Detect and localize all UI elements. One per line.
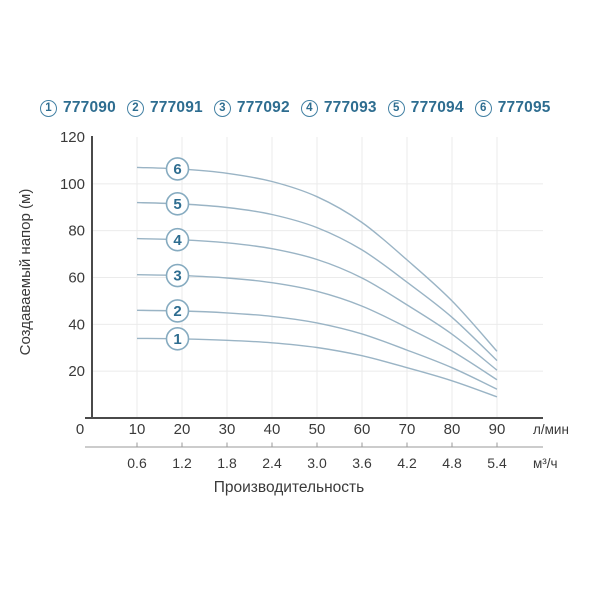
legend-circle-number: 5	[387, 99, 405, 117]
legend-model-label: 777090	[63, 99, 116, 116]
x-tick-label-lmin: 50	[309, 421, 326, 438]
legend-circle-number: 3	[213, 99, 231, 117]
legend-item-777090: 1 777090	[40, 99, 116, 117]
y-tick-label: 40	[68, 316, 85, 333]
x-tick-label-m3h: 5.4	[487, 455, 507, 471]
x-tick-label-m3h: 4.8	[442, 455, 462, 471]
x-tick-label-lmin: 40	[264, 421, 281, 438]
marker-number: 2	[173, 303, 181, 320]
curve-marker-1: 1	[165, 327, 190, 351]
legend: 1 777090 2 777091 3 777092 4 777093 5 777094 6 7770…	[40, 99, 551, 117]
pump-curve-777092	[136, 274, 498, 381]
pump-curve-777094	[136, 201, 498, 362]
y-tick-label: 20	[68, 363, 85, 380]
axes	[85, 136, 543, 419]
marker-number: 1	[173, 331, 181, 348]
marker-number: 3	[173, 268, 181, 285]
legend-model-label: 777092	[236, 99, 290, 116]
tick-labels: 20 40 60 80 100 120 0 10 20 30 40 50 60 70 80 90 0.6 1.2 1…	[60, 129, 507, 471]
secondary-x-axis	[85, 442, 543, 448]
x-axis-unit-primary: л/мин	[533, 422, 569, 437]
pump-curve-777091	[136, 309, 498, 390]
x-tick-label-m3h: 1.8	[217, 455, 237, 471]
legend-item-777094: 5 777094	[387, 99, 464, 117]
pump-curve-777090	[136, 337, 498, 398]
x-tick-label-lmin: 20	[174, 421, 191, 438]
x-tick-label-lmin: 30	[219, 421, 236, 438]
legend-model-label: 777095	[497, 99, 551, 116]
legend-model-label: 777093	[323, 99, 377, 116]
legend-item-777093: 4 777093	[300, 99, 377, 117]
x-tick-label-lmin: 10	[129, 421, 146, 438]
x-tick-label-m3h: 3.6	[352, 455, 372, 471]
x-tick-label-lmin: 0	[76, 421, 84, 438]
x-tick-label-m3h: 4.2	[397, 455, 417, 471]
x-tick-label-m3h: 2.4	[262, 455, 282, 471]
x-tick-label-lmin: 60	[354, 421, 371, 438]
marker-circle	[165, 157, 190, 181]
legend-item-777091: 2 777091	[126, 99, 203, 117]
legend-circle-number: 2	[126, 99, 144, 117]
legend-circle-number: 6	[474, 99, 492, 117]
legend-model-label: 777091	[149, 99, 203, 116]
legend-item-777095: 6 777095	[474, 99, 551, 117]
curve-marker-2: 2	[165, 299, 190, 323]
x-tick-label-lmin: 90	[489, 421, 506, 438]
x-axis-unit-secondary: м³/ч	[533, 456, 558, 471]
pump-curves	[136, 166, 498, 398]
x-tick-label-m3h: 1.2	[172, 455, 192, 471]
y-tick-label: 120	[60, 129, 85, 146]
legend-circle-number: 4	[300, 99, 318, 117]
y-tick-label: 60	[68, 270, 85, 287]
curve-marker-4: 4	[165, 227, 190, 252]
legend-item-777092: 3 777092	[213, 99, 290, 117]
x-tick-label-lmin: 70	[399, 421, 416, 438]
marker-circle	[165, 263, 190, 288]
y-tick-label: 100	[60, 176, 85, 193]
curve-marker-5: 5	[165, 192, 190, 216]
marker-circle	[165, 327, 190, 351]
curve-number-markers: 1 2 3 4 5 6	[165, 157, 190, 351]
legend-circle-number: 1	[40, 99, 57, 117]
marker-number: 4	[173, 232, 182, 249]
curve-marker-6: 6	[165, 157, 190, 181]
marker-number: 6	[173, 161, 181, 178]
x-tick-label-lmin: 80	[444, 421, 461, 438]
pump-curve-777093	[136, 237, 498, 371]
marker-number: 5	[173, 196, 181, 213]
legend-model-label: 777094	[410, 99, 464, 116]
marker-circle	[165, 192, 190, 216]
pump-curve-777095	[136, 166, 498, 352]
curve-marker-3: 3	[165, 263, 190, 288]
marker-circle	[165, 299, 190, 323]
x-axis-title: Производительность	[214, 479, 364, 496]
y-tick-label: 80	[68, 223, 85, 240]
x-tick-label-m3h: 3.0	[307, 455, 327, 471]
x-tick-label-m3h: 0.6	[127, 455, 147, 471]
y-axis-title: Создаваемый напор (м)	[17, 189, 34, 356]
gridlines	[92, 137, 543, 418]
marker-circle	[165, 227, 190, 252]
